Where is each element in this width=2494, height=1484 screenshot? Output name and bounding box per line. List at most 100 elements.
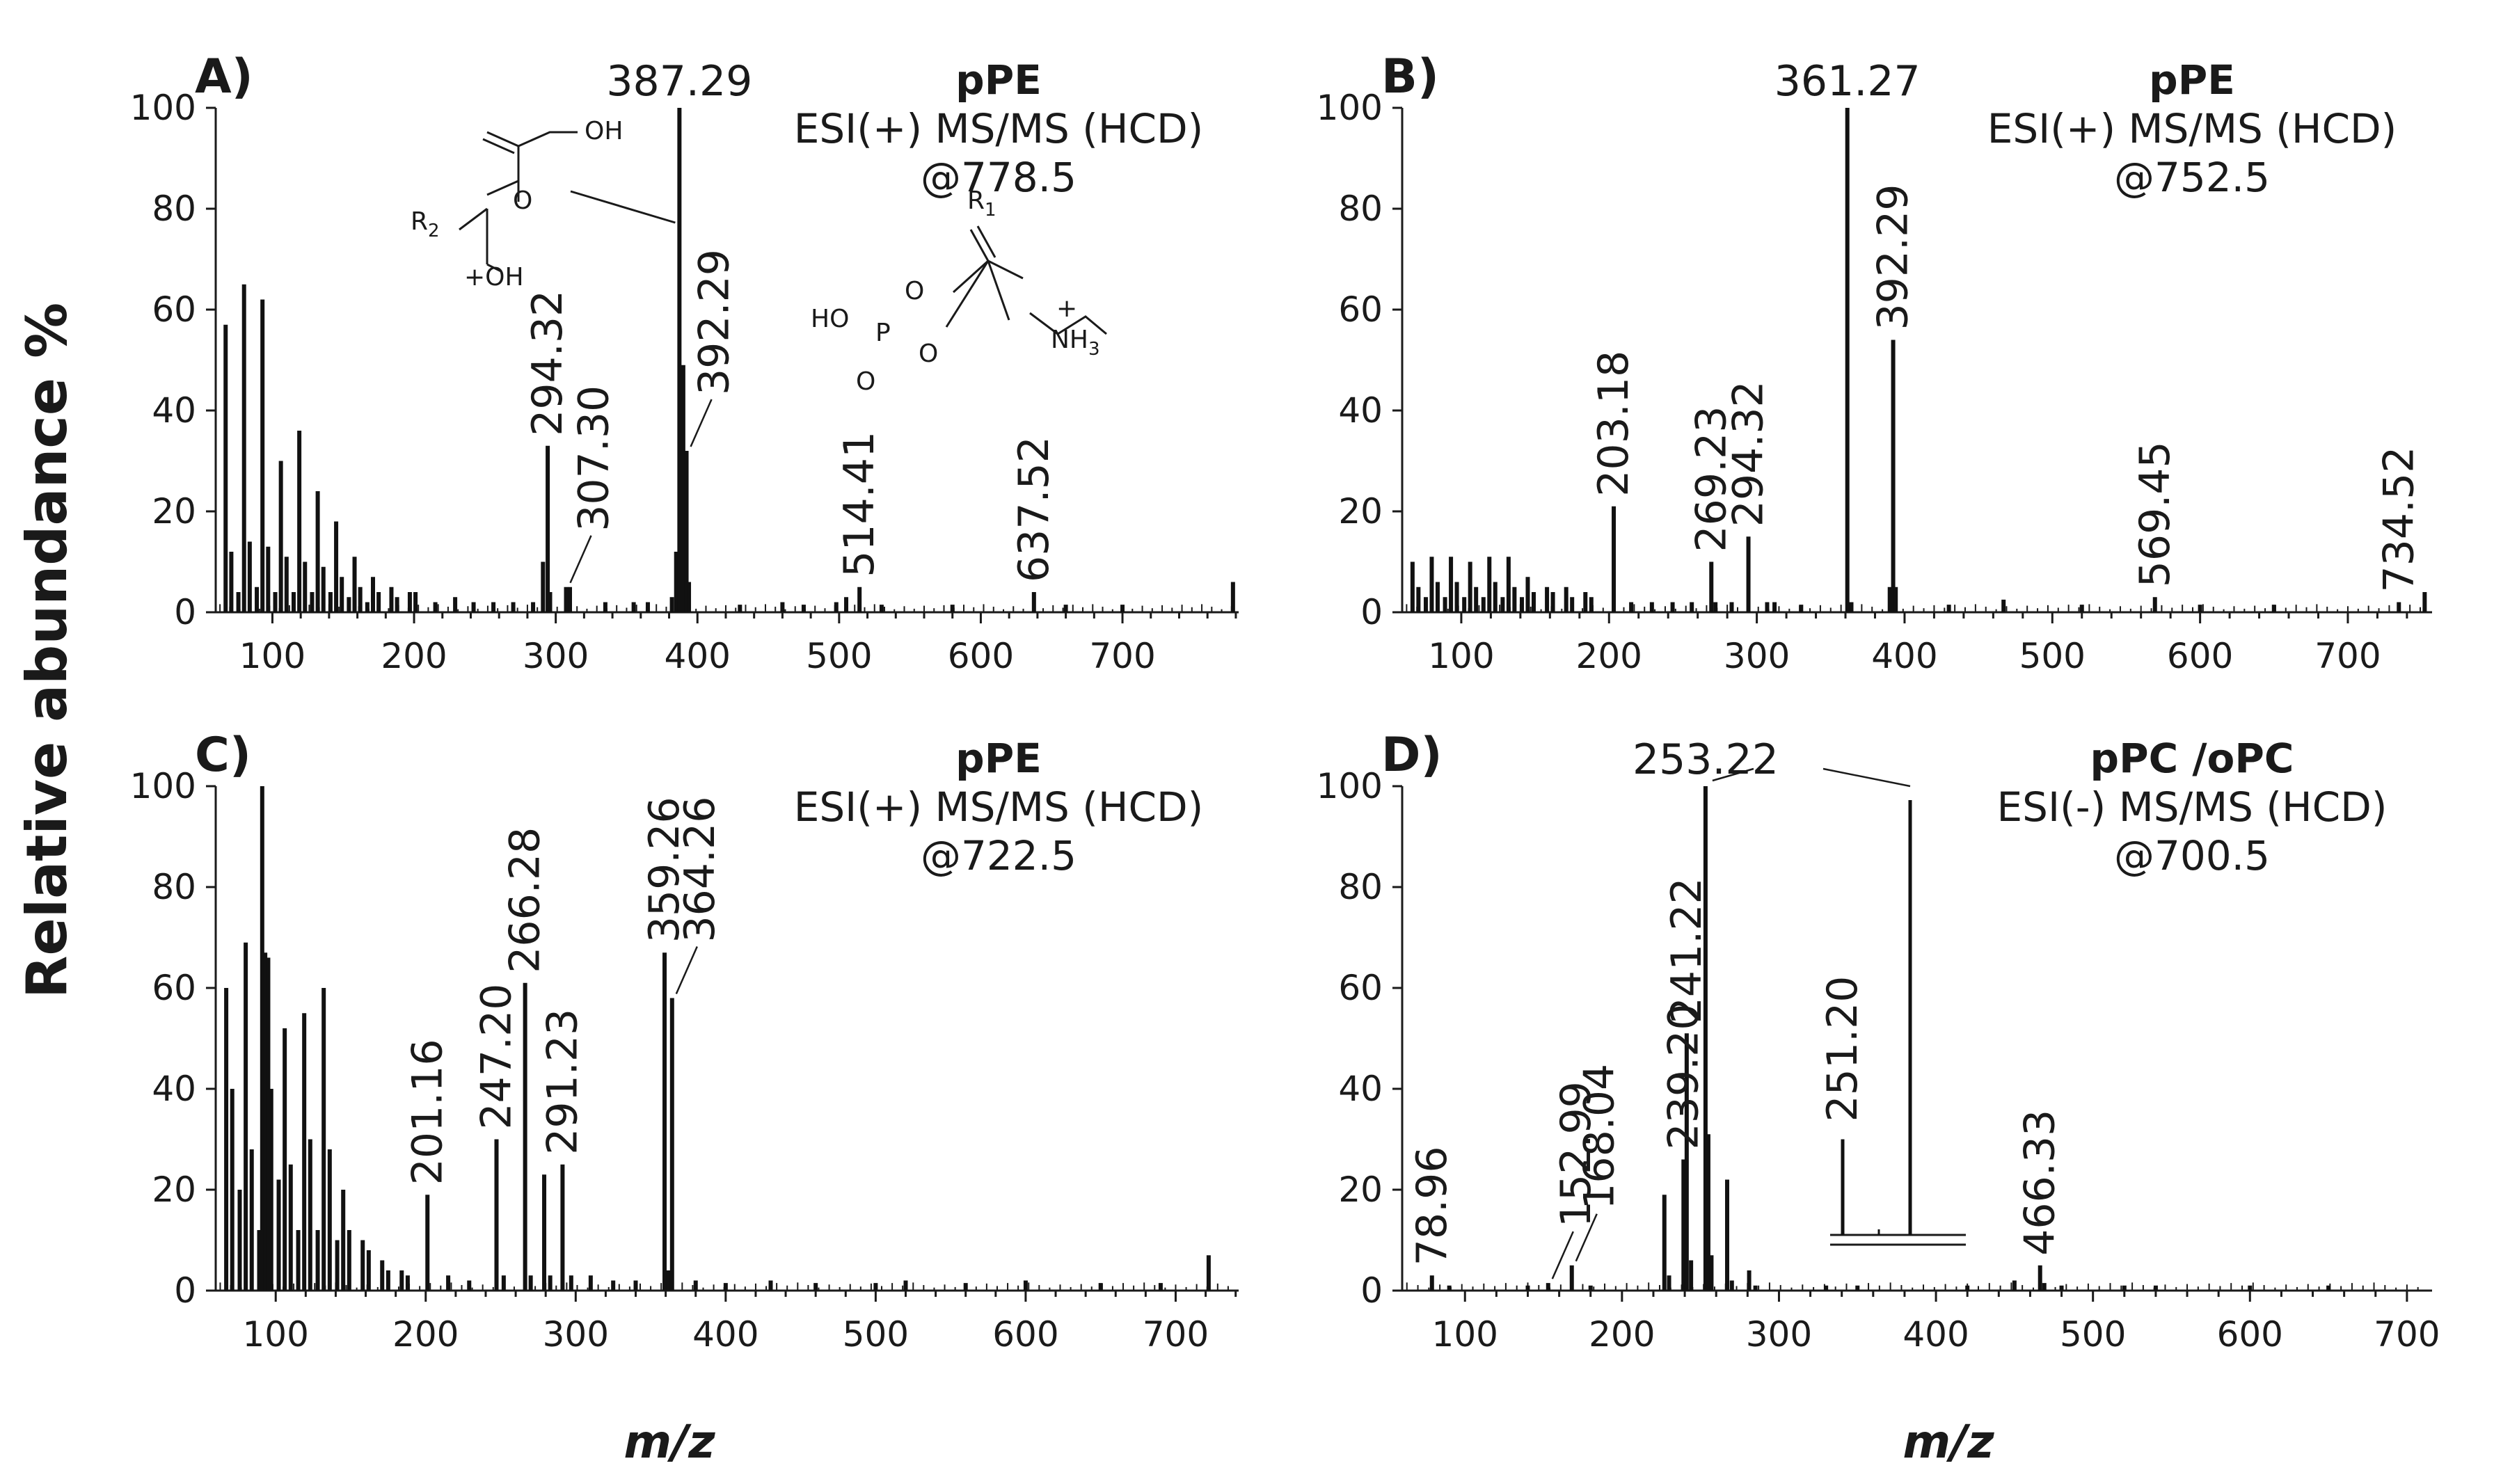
peak-label: 359.26 <box>640 797 689 943</box>
y-tick-label: 0 <box>174 1270 196 1311</box>
x-tick-label: 600 <box>2167 636 2233 676</box>
y-tick-label: 100 <box>1317 766 1383 806</box>
label-leader <box>675 946 698 995</box>
x-tick-label: 600 <box>948 636 1014 676</box>
y-tick-label: 60 <box>152 968 196 1008</box>
panel-letter: C) <box>195 728 251 783</box>
peak-label: 168.04 <box>1575 1064 1624 1210</box>
x-tick-label: 300 <box>523 636 589 676</box>
x-tick-label: 200 <box>392 1314 459 1355</box>
x-tick-label: 500 <box>2060 1314 2126 1355</box>
hydroxyl-label: OH <box>585 117 623 145</box>
peak-label: 361.27 <box>1774 57 1921 106</box>
peak-label: 514.41 <box>835 431 884 577</box>
y-tick-label: 40 <box>152 390 196 431</box>
panel-title-line: @778.5 <box>921 154 1077 201</box>
x-tick-label: 700 <box>2314 636 2381 676</box>
peak-label: 392.29 <box>1869 184 1918 330</box>
label-leader <box>1551 1231 1574 1279</box>
y-tick-label: 40 <box>1338 1069 1383 1109</box>
x-tick-label: 500 <box>843 1314 909 1355</box>
x-tick-label: 200 <box>1576 636 1642 676</box>
panel-title-line: pPE <box>2149 56 2235 104</box>
x-tick-label: 200 <box>381 636 447 676</box>
x-tick-label: 600 <box>992 1314 1058 1355</box>
peak-label: 247.20 <box>472 984 521 1130</box>
x-tick-label: 500 <box>2019 636 2086 676</box>
peak-label: 294.32 <box>1724 381 1773 527</box>
r2-label: R2 <box>411 207 440 241</box>
peak-label: 241.22 <box>1662 877 1711 1023</box>
peak-label: 152.99 <box>1552 1081 1601 1227</box>
panel-title-line: @752.5 <box>2114 154 2270 201</box>
x-tick-label: 100 <box>242 1314 308 1355</box>
panel-title-line: @700.5 <box>2114 832 2270 879</box>
peak-label: 269.23 <box>1687 406 1736 552</box>
peak-label: 78.96 <box>1408 1146 1456 1266</box>
phosphoethanolamine-structure <box>945 225 1107 335</box>
protonated-hydroxyl-label: +OH <box>464 263 524 292</box>
amine-charge-label: + <box>1056 294 1077 323</box>
x-tick-label: 400 <box>1871 636 1937 676</box>
peak-label: 266.28 <box>501 827 550 973</box>
x-tick-label: 700 <box>2374 1314 2440 1355</box>
panel-a: 0 20 40 60 80 100 100 200 300 400 500 600 700 A) pPEES… <box>130 49 1239 676</box>
y-tick-label: 20 <box>1338 491 1383 532</box>
y-tick-label: 40 <box>152 1069 196 1109</box>
y-axis-label: Relative abundance % <box>15 303 79 998</box>
phosphoryl-oxygen-label: O <box>856 367 875 396</box>
phosphorus-label: P <box>875 319 891 347</box>
x-tick-label: 700 <box>1089 636 1155 676</box>
y-tick-label: 80 <box>1338 189 1383 229</box>
y-tick-label: 80 <box>152 189 196 229</box>
x-tick-label: 400 <box>665 636 731 676</box>
y-tick-label: 100 <box>1317 88 1383 128</box>
peak-label: 201.16 <box>403 1039 452 1185</box>
label-leader <box>690 399 713 447</box>
y-tick-label: 0 <box>1360 592 1383 632</box>
x-tick-label: 300 <box>1724 636 1790 676</box>
x-tick-label: 200 <box>1589 1314 1655 1355</box>
x-tick-label: 400 <box>1903 1314 1969 1355</box>
panel-title-line: ESI(+) MS/MS (HCD) <box>794 783 1204 831</box>
peak-label: 239.20 <box>1659 1004 1708 1150</box>
label-leader <box>1575 1213 1598 1262</box>
r1-label: R1 <box>967 186 996 221</box>
y-tick-label: 100 <box>130 766 196 806</box>
peak-label: 637.52 <box>1010 436 1058 582</box>
x-tick-label: 100 <box>239 636 305 676</box>
x-tick-label: 300 <box>543 1314 609 1355</box>
label-leader <box>569 535 592 584</box>
vinyl-ether-oxygen-label: O <box>905 277 924 305</box>
x-axis-label-left: m/z <box>624 1415 715 1469</box>
panel-title-line: pPC /oPC <box>2090 735 2294 782</box>
panel-c: 0 20 40 60 80 100 100 200 300 400 500 600 700 C) pPEES… <box>130 728 1239 1355</box>
y-tick-label: 80 <box>152 867 196 907</box>
x-tick-label: 100 <box>1428 636 1494 676</box>
structure-leader <box>570 190 676 224</box>
x-tick-label: 600 <box>2217 1314 2283 1355</box>
panel-title-line: pPE <box>955 56 1042 104</box>
inset-peak-label: 251.20 <box>1818 976 1867 1122</box>
amine-label: NH3 <box>1051 326 1100 360</box>
peak-label: 734.52 <box>2374 447 2423 593</box>
y-tick-label: 20 <box>1338 1170 1383 1210</box>
panel-title-line: ESI(+) MS/MS (HCD) <box>794 105 1204 152</box>
y-tick-label: 0 <box>1360 1270 1383 1311</box>
x-tick-label: 100 <box>1432 1314 1498 1355</box>
peak-label: 364.26 <box>676 797 724 943</box>
panel-b: 0 20 40 60 80 100 100 200 300 400 500 600 700 B) pPEES… <box>1317 49 2432 676</box>
panel-letter: B) <box>1381 49 1439 104</box>
inset-connector <box>1712 767 1754 782</box>
peak-label: 466.33 <box>2016 1110 2065 1256</box>
x-tick-label: 500 <box>806 636 872 676</box>
panel-title-line: pPE <box>955 735 1042 782</box>
y-tick-label: 80 <box>1338 867 1383 907</box>
y-tick-label: 40 <box>1338 390 1383 431</box>
panel-title-line: ESI(+) MS/MS (HCD) <box>1987 105 2397 152</box>
x-axis-label-right: m/z <box>1903 1415 1994 1469</box>
peak-label: 203.18 <box>1589 351 1638 497</box>
y-tick-label: 20 <box>152 1170 196 1210</box>
ester-bridge-oxygen-label: O <box>919 340 938 368</box>
panel-d: 0 20 40 60 80 100 100 200 300 400 500 600 700 D) pPC /… <box>1317 728 2440 1355</box>
